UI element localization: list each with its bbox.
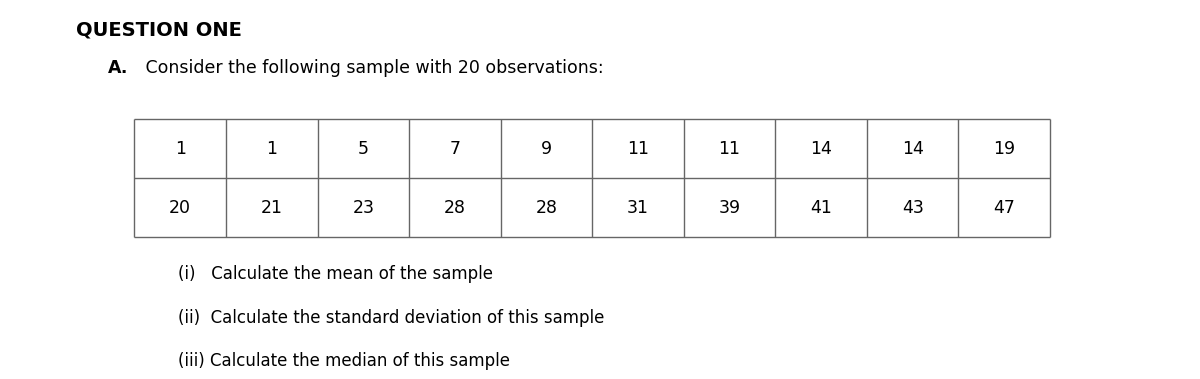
Text: 14: 14 <box>901 140 924 158</box>
Text: 14: 14 <box>810 140 832 158</box>
Text: 9: 9 <box>541 140 552 158</box>
Text: QUESTION ONE: QUESTION ONE <box>76 21 241 40</box>
Text: (i)   Calculate the mean of the sample: (i) Calculate the mean of the sample <box>178 265 493 283</box>
Text: (iii) Calculate the median of this sample: (iii) Calculate the median of this sampl… <box>178 352 510 370</box>
Text: 1: 1 <box>266 140 277 158</box>
Text: 47: 47 <box>994 199 1015 216</box>
Text: 11: 11 <box>719 140 740 158</box>
Text: 28: 28 <box>444 199 466 216</box>
Text: 5: 5 <box>358 140 368 158</box>
Text: 39: 39 <box>719 199 740 216</box>
Text: 43: 43 <box>901 199 924 216</box>
Text: 28: 28 <box>535 199 558 216</box>
Text: 31: 31 <box>626 199 649 216</box>
Text: 41: 41 <box>810 199 832 216</box>
Text: 21: 21 <box>260 199 283 216</box>
Text: (ii)  Calculate the standard deviation of this sample: (ii) Calculate the standard deviation of… <box>178 309 604 327</box>
Text: 20: 20 <box>169 199 191 216</box>
Text: 7: 7 <box>449 140 461 158</box>
Text: 23: 23 <box>353 199 374 216</box>
Text: Consider the following sample with 20 observations:: Consider the following sample with 20 ob… <box>140 59 604 77</box>
Text: A.: A. <box>108 59 128 77</box>
Text: 11: 11 <box>626 140 649 158</box>
Text: 1: 1 <box>175 140 186 158</box>
Text: 19: 19 <box>994 140 1015 158</box>
